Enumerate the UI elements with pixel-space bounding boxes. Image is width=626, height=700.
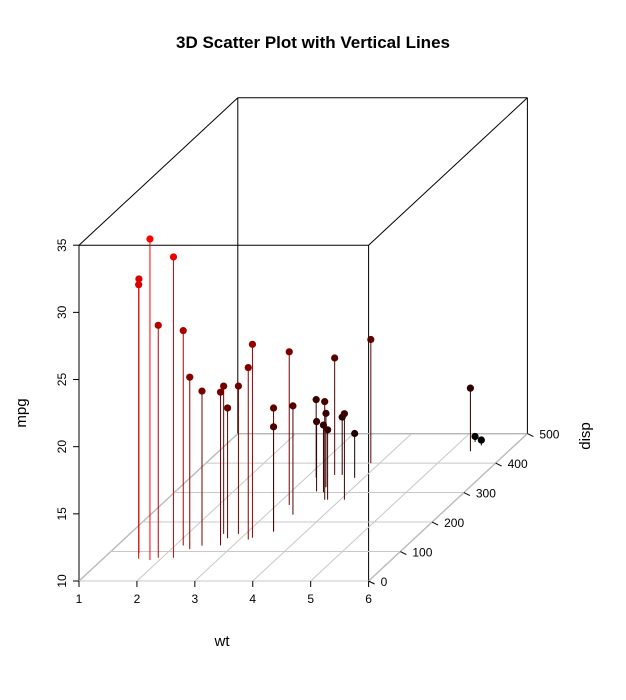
- data-point: [477, 436, 485, 444]
- data-point: [234, 382, 243, 390]
- data-point: [269, 423, 278, 431]
- data-point: [285, 348, 293, 356]
- z-tick-label: 15: [55, 507, 69, 521]
- z-tick-label: 30: [55, 305, 69, 319]
- data-point: [312, 396, 320, 404]
- z-tick-label: 10: [55, 574, 69, 588]
- data-point: [223, 404, 232, 412]
- y-tick-label: 500: [539, 428, 559, 442]
- data-point: [289, 402, 297, 410]
- grid-line-x: [310, 433, 470, 582]
- data-point: [216, 388, 225, 396]
- z-tick-label: 35: [55, 238, 69, 252]
- x-tick-label: 4: [249, 592, 256, 606]
- data-point: [322, 409, 330, 417]
- box-edge: [368, 97, 528, 246]
- data-point: [186, 373, 194, 381]
- data-point: [331, 354, 339, 362]
- floor-grid: [78, 433, 528, 582]
- x-tick-label: 6: [365, 592, 372, 606]
- x-tick-label: 1: [76, 592, 83, 606]
- y-tick-label: 400: [508, 457, 528, 471]
- grid-line-x: [368, 433, 528, 582]
- y-tick-mark: [527, 433, 534, 438]
- axis-ticks: 1 2 3 4 5 60 100 200 300 400 500 10 15 20 25 30 35: [55, 238, 560, 606]
- data-point: [321, 398, 329, 406]
- y-tick-label: 100: [412, 546, 432, 560]
- chart-title: 3D Scatter Plot with Vertical Lines: [176, 33, 450, 52]
- y-tick-label: 300: [476, 487, 496, 501]
- z-tick-label: 20: [55, 440, 69, 454]
- data-point: [312, 417, 321, 426]
- grid-line-x: [194, 433, 354, 582]
- data-point: [179, 327, 187, 335]
- y-tick-mark: [400, 551, 407, 555]
- data-points: [135, 235, 485, 444]
- data-point: [135, 275, 143, 283]
- data-point: [269, 404, 278, 412]
- data-point: [367, 335, 375, 344]
- x-axis-label: wt: [214, 633, 231, 650]
- data-point: [146, 235, 154, 243]
- data-point: [340, 410, 349, 418]
- z-axis-label: mpg: [13, 398, 30, 427]
- data-point: [220, 382, 228, 390]
- y-tick-mark: [495, 462, 502, 467]
- x-tick-label: 5: [307, 592, 314, 606]
- z-tick-label: 25: [55, 373, 69, 387]
- x-tick-label: 2: [134, 592, 141, 606]
- data-point: [248, 340, 257, 348]
- vertical-lines: [138, 239, 482, 561]
- data-point: [324, 426, 332, 434]
- y-tick-mark: [368, 580, 375, 585]
- y-axis-label: disp: [577, 422, 594, 450]
- data-point: [319, 421, 328, 429]
- y-tick-label: 200: [444, 516, 464, 530]
- data-point: [351, 429, 359, 438]
- y-tick-mark: [463, 492, 471, 497]
- y-tick-label: 0: [381, 575, 388, 589]
- data-point: [135, 281, 143, 289]
- data-point: [198, 387, 206, 395]
- box-edge: [78, 97, 239, 246]
- grid-line-x: [252, 433, 412, 582]
- data-point: [154, 321, 162, 329]
- y-tick-mark: [431, 521, 439, 526]
- data-point: [244, 363, 252, 372]
- data-point: [466, 384, 475, 392]
- grid-line-x: [136, 433, 297, 582]
- data-point: [169, 253, 178, 261]
- x-tick-label: 3: [191, 592, 198, 606]
- data-point: [471, 432, 479, 441]
- plot-box: [78, 97, 528, 582]
